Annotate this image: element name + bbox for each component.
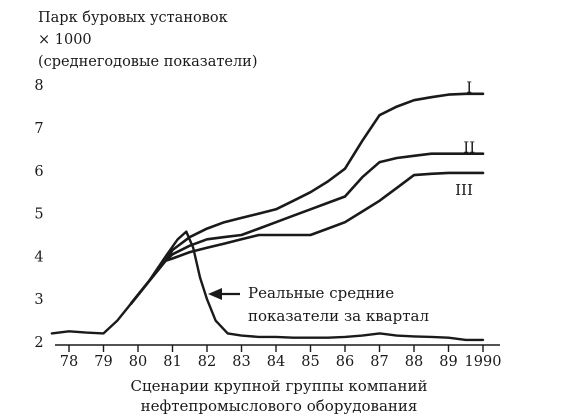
x-tick-label: 1990 [465, 354, 502, 370]
x-axis-title-line-1: Сценарии крупной группы компаний [131, 377, 428, 395]
x-axis-ticks: 78 79 80 81 82 83 84 85 86 87 88 89 1990 [60, 345, 502, 370]
series-i-line [129, 92, 485, 305]
x-tick-label: 84 [267, 354, 285, 370]
y-tick-label: 6 [34, 164, 43, 180]
y-axis-title-line-2: × 1000 [38, 32, 92, 48]
y-tick-label: 8 [34, 78, 43, 94]
x-tick-label: 88 [405, 354, 423, 370]
series-ii-line [129, 152, 485, 305]
x-tick-label: 87 [370, 354, 388, 370]
annotation-line-1: Реальные средние [248, 284, 394, 302]
x-tick-label: 79 [94, 354, 112, 370]
y-tick-label: 4 [34, 249, 43, 265]
actual-quarterly-line [50, 230, 485, 342]
x-tick-label: 89 [439, 354, 457, 370]
x-tick-label: 85 [301, 354, 319, 370]
y-tick-label: 5 [34, 207, 43, 223]
y-axis-title-line-1: Парк буровых установок [38, 10, 228, 26]
x-axis-title-line-2: нефтепромыслового оборудования [141, 397, 418, 415]
x-tick-label: 81 [163, 354, 181, 370]
series-ii-label: II [463, 138, 475, 156]
x-tick-label: 86 [336, 354, 354, 370]
annotation-arrow-head [208, 288, 222, 300]
annotation-line-2: показатели за квартал [248, 307, 429, 325]
y-axis-ticks: 2 3 4 5 6 7 8 [34, 78, 43, 351]
series-i-label: I [466, 78, 472, 96]
x-tick-label: 78 [60, 354, 78, 370]
y-tick-label: 7 [34, 121, 43, 137]
series-iii-label: III [455, 181, 473, 199]
plot-area [50, 92, 485, 342]
y-tick-label: 2 [34, 335, 43, 351]
x-tick-label: 80 [129, 354, 147, 370]
x-tick-label: 82 [198, 354, 216, 370]
x-tick-label: 83 [232, 354, 250, 370]
series-iii-line [129, 171, 485, 305]
annotation: Реальные средние показатели за квартал [208, 284, 429, 325]
y-tick-label: 3 [34, 292, 43, 308]
y-axis-title-line-3: (среднегодовые показатели) [38, 54, 257, 70]
